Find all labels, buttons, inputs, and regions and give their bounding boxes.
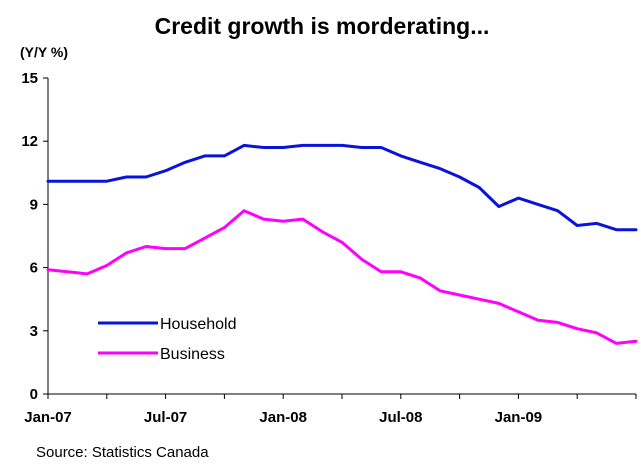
legend: Household Business [98,316,237,363]
y-tick-label: 15 [21,70,38,87]
y-tick-label: 9 [30,196,38,213]
chart-title: Credit growth is morderating... [154,13,490,39]
y-tick-label: 0 [30,386,38,403]
x-tick-label: Jan-09 [495,409,543,426]
x-tick-label: Jul-07 [144,409,187,426]
legend-label-business: Business [160,346,225,363]
series-line-business [46,209,638,345]
y-tick-label: 12 [21,133,38,150]
series-lines [46,143,638,345]
x-tick-label: Jul-08 [379,409,422,426]
y-tick-label: 6 [30,260,38,277]
y-axis-unit-label: (Y/Y %) [20,44,68,60]
y-tick-label: 3 [30,323,38,340]
axes: 0 3 6 9 12 15 Jan-07 Jul-07 Jan-08 Jul-08 Jan-09 [21,70,637,426]
legend-label-household: Household [160,316,237,333]
source-note: Source: Statistics Canada [36,444,209,461]
series-line-household [46,143,638,232]
x-tick-label: Jan-08 [259,409,307,426]
x-tick-label: Jan-07 [24,409,72,426]
